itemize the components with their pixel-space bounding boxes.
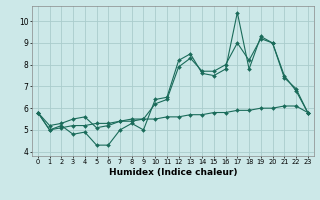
X-axis label: Humidex (Indice chaleur): Humidex (Indice chaleur) bbox=[108, 168, 237, 177]
